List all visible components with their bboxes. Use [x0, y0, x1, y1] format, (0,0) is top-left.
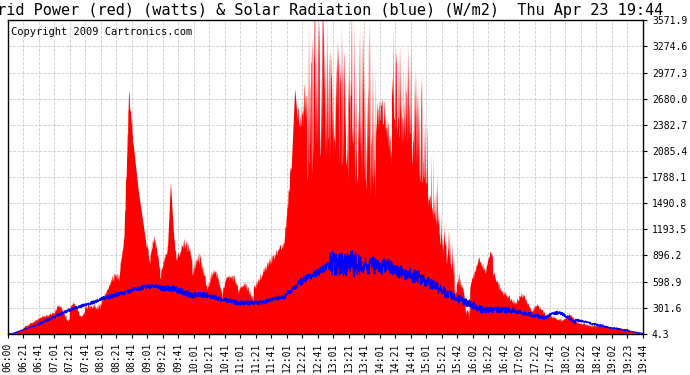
Title: Grid Power (red) (watts) & Solar Radiation (blue) (W/m2)  Thu Apr 23 19:44: Grid Power (red) (watts) & Solar Radiati…	[0, 3, 663, 18]
Text: Copyright 2009 Cartronics.com: Copyright 2009 Cartronics.com	[11, 27, 193, 37]
